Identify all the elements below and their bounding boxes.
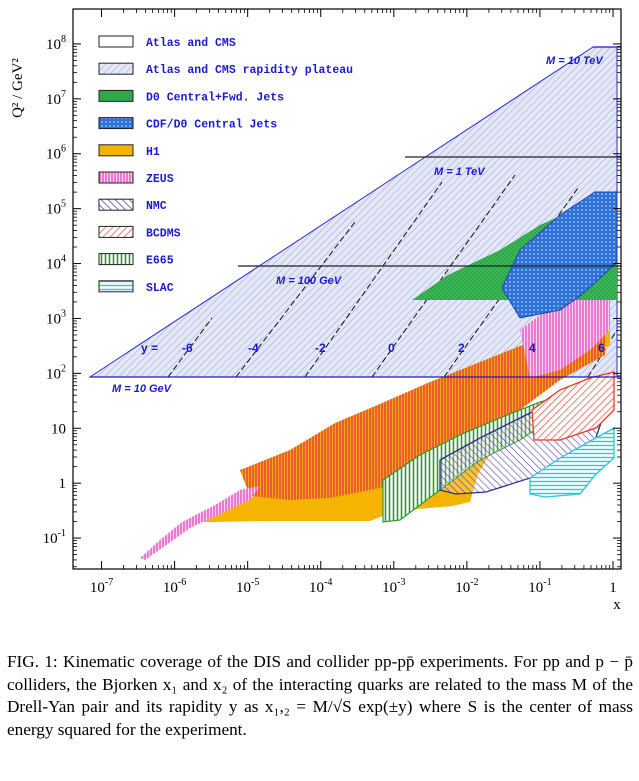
legend-swatch	[98, 89, 134, 102]
coverage-figure: 10-7 10-6 10-5 10-4 10-3 10-2 10-1 1 1081071061…	[10, 8, 622, 613]
legend-label: D0 Central+Fwd. Jets	[146, 91, 284, 104]
legend-swatch	[98, 117, 134, 130]
slac-region	[529, 426, 615, 498]
legend-label: H1	[146, 146, 160, 159]
y-tick-label: 10	[51, 421, 66, 437]
legend-swatch	[98, 35, 134, 48]
rapidity-label: -2	[315, 341, 326, 355]
legend-swatch	[98, 225, 134, 238]
rapidity-label: -4	[248, 341, 259, 355]
x-axis-label: x	[613, 597, 621, 613]
y-axis-label: Q² / GeV²	[10, 58, 26, 118]
coverage-regions	[88, 46, 621, 560]
rapidity-label: 6	[598, 341, 605, 355]
rapidity-prefix: y =	[141, 341, 158, 355]
mass-label-1tev: M = 1 TeV	[434, 166, 486, 178]
y-tick-label: 107	[46, 89, 66, 108]
legend-swatch	[98, 62, 134, 75]
rapidity-label: -6	[182, 341, 193, 355]
legend-label: ZEUS	[146, 173, 174, 186]
legend-label: SLAC	[146, 282, 174, 295]
x-tick-label: 10-4	[309, 577, 332, 596]
zeus-high-region	[520, 280, 610, 378]
legend: Atlas and CMS Atlas and CMS rapidity plat…	[98, 35, 353, 295]
mass-label-100gev: M = 100 GeV	[276, 275, 343, 287]
legend-label: BCDMS	[146, 227, 181, 240]
x-tick-label: 10-3	[382, 577, 405, 596]
rapidity-labels: y = -6 -4 -2 0 2 4 6	[141, 341, 605, 355]
x-tick-label: 1	[609, 580, 617, 596]
rapidity-label: 4	[529, 341, 536, 355]
zeus-region	[140, 486, 260, 560]
legend-label: Atlas and CMS rapidity plateau	[146, 64, 353, 77]
plot-frame	[72, 8, 622, 570]
y-tick-label: 102	[46, 363, 66, 382]
legend-label: NMC	[146, 200, 167, 213]
legend-label: CDF/D0 Central Jets	[146, 119, 277, 132]
x-tick-label: 10-6	[163, 577, 186, 596]
y-tick-label: 10-1	[43, 528, 66, 547]
x-tick-label: 10-2	[455, 577, 478, 596]
mass-label-10tev: M = 10 TeV	[546, 55, 604, 67]
mass-label-10gev: M = 10 GeV	[112, 383, 173, 395]
y-tick-label: 103	[46, 308, 66, 327]
y-tick-label: 108	[46, 34, 66, 53]
legend-label: Atlas and CMS	[146, 37, 236, 50]
bcdms-region	[531, 371, 615, 441]
legend-label: E665	[146, 255, 174, 268]
y-tick-label: 104	[46, 254, 66, 273]
mass-labels: M = 10 TeV M = 1 TeV M = 100 GeV M = 10 …	[112, 55, 604, 395]
legend-swatch	[98, 198, 134, 211]
y-tick-label: 106	[46, 144, 66, 163]
x-tick-label: 10-7	[90, 577, 113, 596]
cdf-d0-region	[501, 191, 618, 319]
x-tick-label: 10-1	[528, 577, 551, 596]
legend-swatch	[98, 253, 134, 266]
y-tick-label: 1	[59, 476, 67, 492]
caption-text: FIG. 1: Kinematic coverage of the DIS an…	[7, 652, 633, 739]
mass-lines	[90, 46, 621, 378]
x-axis-ticks: 10-7 10-6 10-5 10-4 10-3 10-2 10-1 1	[90, 9, 617, 596]
legend-swatch	[98, 171, 134, 184]
zeus-h1-stripes	[240, 312, 605, 500]
y-tick-label: 105	[46, 199, 66, 218]
legend-swatch	[98, 280, 134, 293]
x-tick-label: 10-5	[236, 577, 259, 596]
rapidity-label: 2	[458, 341, 465, 355]
rapidity-label: 0	[388, 341, 395, 355]
legend-swatch	[98, 144, 134, 157]
figure-caption: FIG. 1: Kinematic coverage of the DIS an…	[7, 651, 633, 741]
